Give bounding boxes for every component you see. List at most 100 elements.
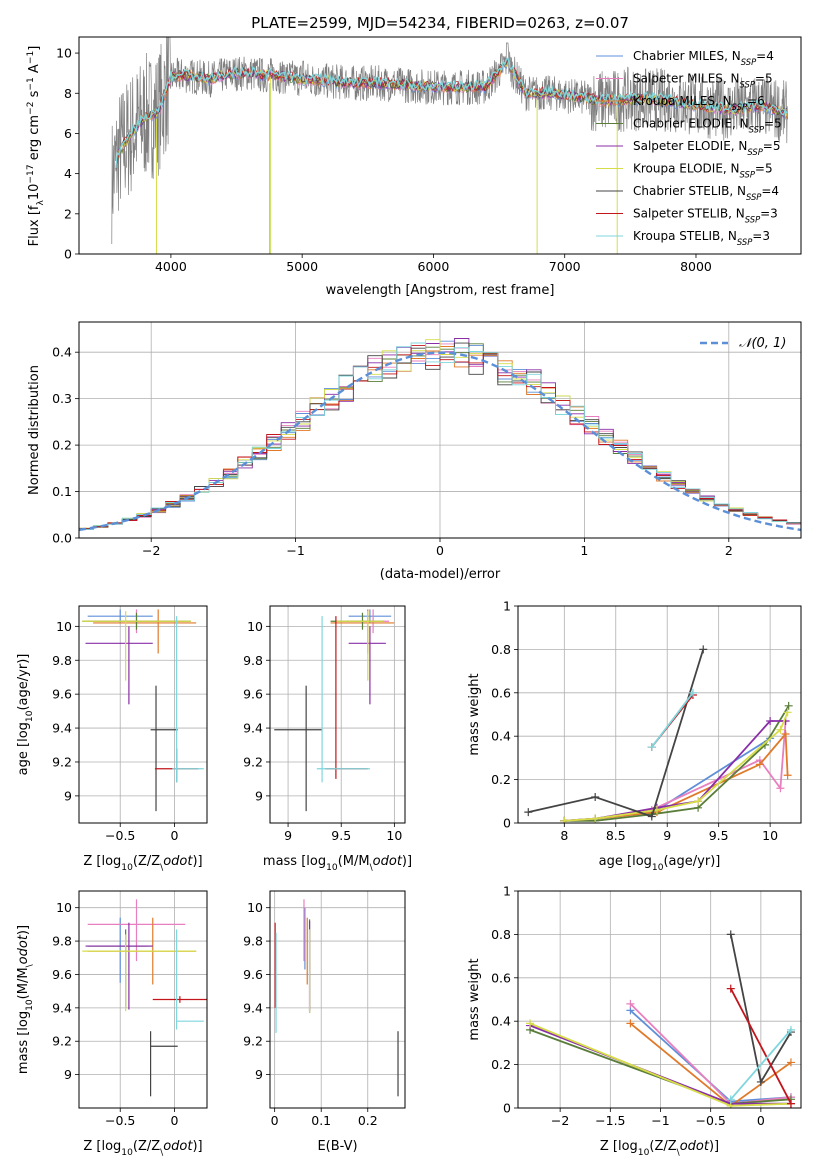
label-part: Kroupa STELIB, N <box>633 229 737 243</box>
x-tick-label: 6000 <box>418 259 450 274</box>
data-point-marker <box>786 1058 795 1067</box>
x-tick-label: 1 <box>580 543 588 558</box>
x-tick-label: 9.5 <box>331 828 351 843</box>
normal-reference-curve <box>79 351 801 532</box>
y-tick-label: 9.2 <box>52 1034 72 1049</box>
x-tick-label: 7000 <box>549 259 581 274</box>
label-part: A <box>27 64 42 77</box>
label-part: SSP <box>741 57 757 67</box>
y-tick-label: 0 <box>64 247 72 262</box>
x-tick-label: −0.5 <box>696 1113 726 1128</box>
label-part: =3 <box>752 229 770 243</box>
label-part: \ <box>370 863 374 873</box>
y-tick-label: 9.8 <box>52 653 72 668</box>
x-tick-label: 10 <box>762 828 778 843</box>
label-part: (Z/Z <box>649 1139 676 1154</box>
x-tick-label: −0.5 <box>105 828 135 843</box>
series-line <box>730 988 792 1105</box>
label-part: Salpeter MILES, N <box>633 72 740 86</box>
label-part: mass [log <box>263 854 326 869</box>
legend-label: Chabrier MILES, NSSP=4 <box>633 49 774 67</box>
plot-area <box>518 891 801 1108</box>
y-tick-label: 1 <box>503 599 511 614</box>
label-part: )] <box>16 925 31 935</box>
label-part: \ <box>677 1148 681 1158</box>
x-axis-label: age [log10(age/yr)] <box>599 854 721 873</box>
label-part: −2 <box>26 102 36 115</box>
label-part: (age/yr)] <box>16 654 31 711</box>
y-tick-label: 2 <box>64 206 72 221</box>
axes-frame <box>269 605 406 824</box>
data-point-marker <box>786 1099 795 1108</box>
data-point-marker <box>626 1019 635 1028</box>
x-tick-label: −2 <box>142 543 160 558</box>
axes-age_vs_mass: 9 9.5 10 9 9.2 9.4 9.6 9.8 10 <box>243 605 406 843</box>
label-part: =5 <box>755 72 773 86</box>
plot-area <box>518 606 801 823</box>
data-point-marker <box>526 1019 535 1028</box>
y-tick-label: 10 <box>56 619 72 634</box>
data-point-marker <box>647 812 656 821</box>
y-tick-label: 0 <box>503 1101 511 1116</box>
y-tick-label: 0.4 <box>491 1014 511 1029</box>
data-point-marker <box>755 760 764 769</box>
y-tick-label: 10 <box>247 900 263 915</box>
legend-label: Salpeter STELIB, NSSP=3 <box>633 207 778 225</box>
label-part: )] <box>192 854 202 869</box>
x-tick-label: −2 <box>551 1113 569 1128</box>
label-part: −1 <box>26 51 36 64</box>
y-tick-label: 1 <box>503 884 511 899</box>
y-tick-label: 0.3 <box>52 391 72 406</box>
data-point-marker <box>591 792 600 801</box>
x-tick-label: 0 <box>170 1113 178 1128</box>
x-axis-label: Z [log10(Z/Z\odot)] <box>600 1139 719 1158</box>
label-part: λ <box>36 200 46 206</box>
label-part: =6 <box>747 94 765 108</box>
x-axis-label: Z [log10(Z/Z\odot)] <box>83 1139 202 1158</box>
y-tick-label: 0.4 <box>491 729 511 744</box>
label-part: −17 <box>26 164 36 183</box>
label-part: SSP <box>740 170 756 180</box>
y-tick-label: 0.2 <box>491 772 511 787</box>
label-part: age [log <box>599 854 652 869</box>
data-point-marker <box>726 984 735 993</box>
y-axis-label: mass [log10(M/M\odot)] <box>16 925 35 1074</box>
legend-label: Kroupa ELODIE, NSSP=5 <box>633 162 773 180</box>
x-tick-label: 8.5 <box>606 828 626 843</box>
x-tick-label: 9 <box>284 828 292 843</box>
label-part: Kroupa ELODIE, N <box>633 162 740 176</box>
x-tick-label: 9.5 <box>709 828 729 843</box>
y-tick-label: 9.6 <box>243 687 263 702</box>
data-point-marker <box>726 930 735 939</box>
axes-massweight_vs_age: 8 8.5 9 9.5 10 0 0.2 0.4 0.6 0.8 1 <box>491 599 802 843</box>
y-tick-label: 9.2 <box>243 1034 263 1049</box>
axes-frame <box>78 890 208 1109</box>
label-part: Chabrier ELODIE, N <box>633 117 749 131</box>
label-part: ] <box>27 46 42 51</box>
label-part: SSP <box>745 215 761 225</box>
plot-area <box>79 606 207 823</box>
y-tick-label: 0.6 <box>491 685 511 700</box>
x-tick-label: 5000 <box>286 259 318 274</box>
observed-spectrum-line <box>111 37 788 245</box>
label-part: SSP <box>732 102 748 112</box>
y-tick-label: 0.2 <box>52 438 72 453</box>
label-part: SSP <box>747 147 763 157</box>
x-tick-label: 0 <box>271 1113 279 1128</box>
y-tick-label: 9.2 <box>243 754 263 769</box>
label-part: 10 <box>326 863 338 873</box>
label-part: Chabrier STELIB, N <box>633 184 746 198</box>
legend-label: Kroupa STELIB, NSSP=3 <box>633 229 770 247</box>
axes-mass_vs_EBV: 0 0.1 0.2 9 9.2 9.4 9.6 9.8 10 <box>243 890 406 1128</box>
plot-area <box>79 891 207 1108</box>
x-tick-label: 2 <box>725 543 733 558</box>
data-point-marker <box>786 1025 795 1034</box>
label-part: age [log <box>16 722 31 775</box>
y-tick-label: 0.4 <box>52 345 72 360</box>
x-tick-label: 10 <box>386 828 402 843</box>
axes-spectrum: 4000 5000 6000 7000 8000 0 2 4 6 8 10 <box>56 36 802 274</box>
legend-label: 𝒩(0, 1) <box>739 336 786 351</box>
y-tick-label: 9 <box>64 1067 72 1082</box>
plot-area <box>270 891 405 1108</box>
label-part: odot <box>16 934 31 964</box>
